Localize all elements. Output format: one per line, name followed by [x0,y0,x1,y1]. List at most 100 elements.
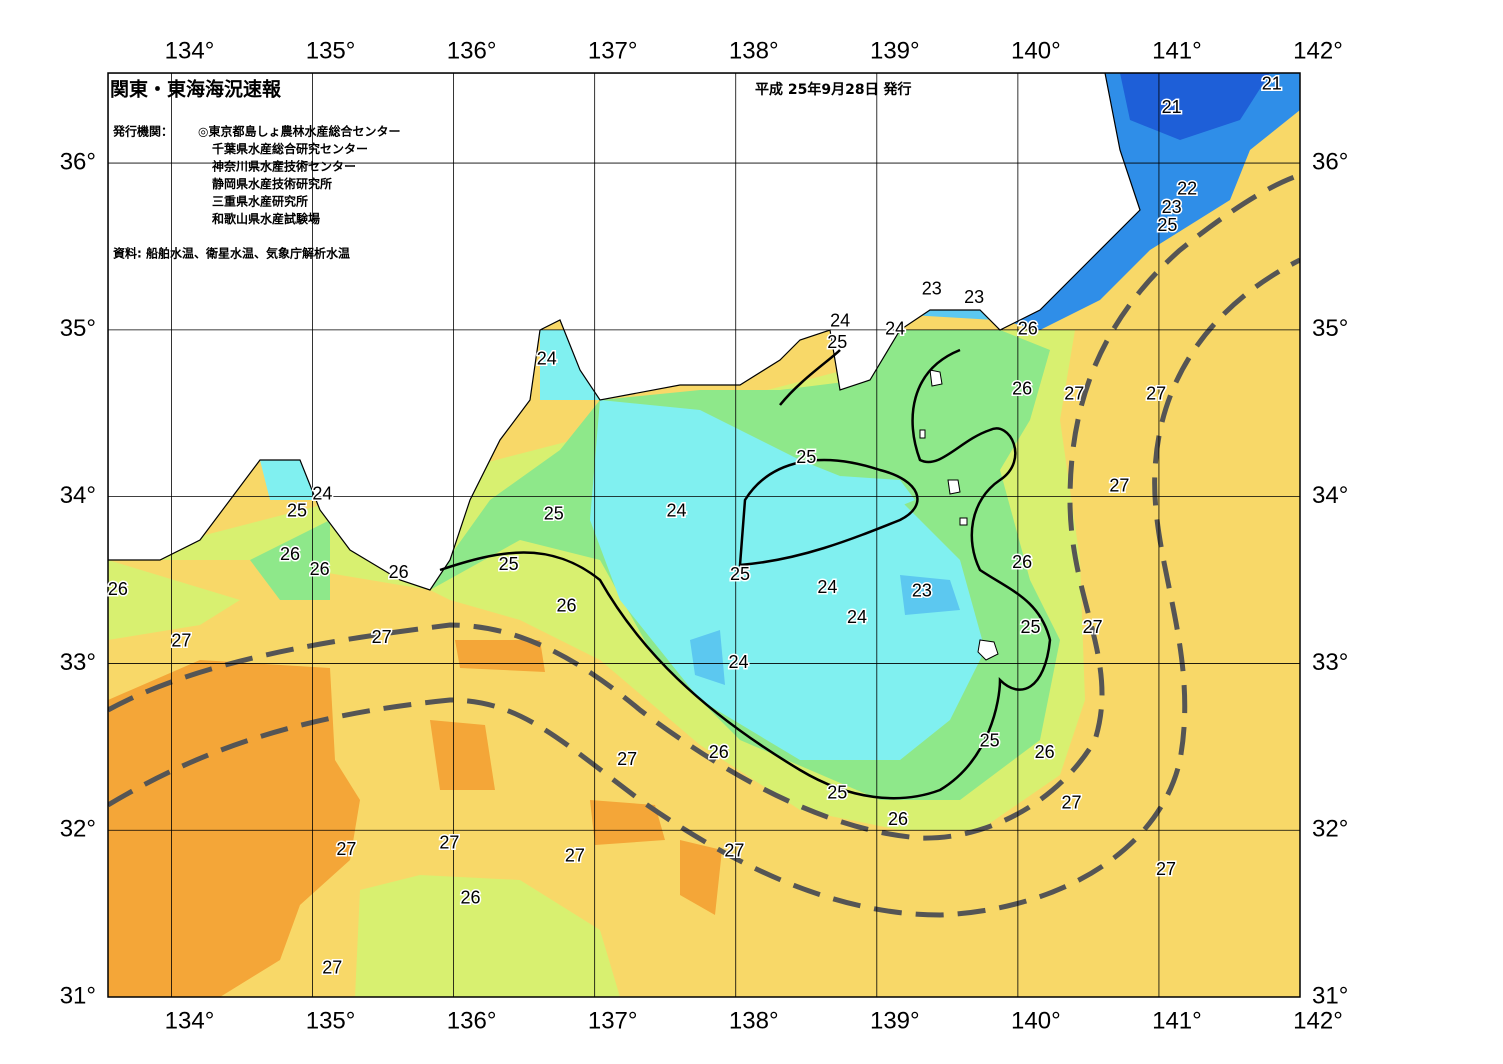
lon-label-top: 134° [165,37,215,64]
lat-label-left: 31° [60,982,96,1009]
lon-label-bottom: 140° [1011,1007,1061,1034]
lon-label-bottom: 136° [447,1007,497,1034]
contour-label: 23 [1162,197,1182,217]
issuer-list: ◎東京都島しょ農林水産総合センター千葉県水産総合研究センター神奈川県水産技術セン… [198,124,400,227]
land [108,73,1141,591]
contour-label: 27 [565,846,585,866]
contour-label: 27 [322,957,342,977]
contour-label: 24 [729,652,749,672]
contour-label: 27 [372,627,392,647]
lat-label-right: 34° [1312,482,1348,509]
lon-label-bottom: 134° [165,1007,215,1034]
kuroshio-axis [108,172,1300,918]
contour-label: 26 [1012,379,1032,399]
contour-label: 25 [980,731,1000,751]
data-sources: 資料: 船舶水温、衛星水温、気象庁解析水温 [113,246,350,261]
contour-label: 27 [1109,475,1129,495]
contour-label: 21 [1262,73,1282,93]
contour-label: 27 [617,749,637,769]
lon-label-top: 138° [729,37,779,64]
contour-label: 22 [1177,179,1197,199]
contour-label: 26 [389,562,409,582]
contour-label: 24 [830,310,850,330]
contour-label: 25 [827,782,847,802]
contour-label: 27 [336,839,356,859]
issuer: 神奈川県水産技術センター [212,159,356,174]
isotherm-25 [439,348,1052,800]
contour-label: 26 [461,887,481,907]
lon-label-bottom: 139° [870,1007,920,1034]
water-24 [260,330,985,760]
contour-label: 26 [1018,319,1038,339]
contour-label: 24 [666,500,686,520]
lat-label-left: 36° [60,148,96,175]
contour-label: 25 [827,332,847,352]
lat-label-left: 32° [60,816,96,843]
contour-label: 25 [499,554,519,574]
lat-label-right: 33° [1312,649,1348,676]
contour-label: 24 [885,319,905,339]
lon-label-top: 142° [1293,37,1343,64]
lon-label-top: 137° [588,37,638,64]
contour-label: 27 [1156,859,1176,879]
contour-label: 26 [280,544,300,564]
contour-label: 23 [964,287,984,307]
contour-label: 21 [1162,97,1182,117]
lon-label-top: 141° [1152,37,1202,64]
lat-label-left: 34° [60,482,96,509]
contour-label: 25 [796,447,816,467]
map-frame [107,72,1301,998]
lon-label-bottom: 142° [1293,1007,1343,1034]
contour-label: 26 [888,809,908,829]
lon-label-top: 136° [447,37,497,64]
contour-label: 24 [847,607,867,627]
title: 関東・東海海況速報 [110,78,282,101]
contour-label: 26 [1012,552,1032,572]
contour-label: 24 [537,349,557,369]
contour-label: 25 [1157,215,1177,235]
lon-label-top: 140° [1011,37,1061,64]
lon-label-top: 135° [306,37,356,64]
contour-label: 24 [817,577,837,597]
water-cold-core [1120,73,1270,140]
lon-label-bottom: 137° [588,1007,638,1034]
lat-label-right: 31° [1312,982,1348,1009]
contour-label: 25 [1021,617,1041,637]
water-28 [108,640,722,997]
contour-label: 24 [312,484,332,504]
lat-label-right: 36° [1312,148,1348,175]
contour-label: 23 [912,580,932,600]
issuer: 静岡県水産技術研究所 [212,176,332,191]
contour-label: 27 [1083,617,1103,637]
contour-label: 27 [1061,792,1081,812]
contour-label: 27 [439,832,459,852]
issue-date: 平成 25年9月28日 発行 [755,81,911,98]
lat-label-right: 35° [1312,315,1348,342]
contour-label: 27 [724,841,744,861]
contour-label: 25 [544,504,564,524]
lon-label-bottom: 141° [1152,1007,1202,1034]
contour-label: 25 [287,500,307,520]
contour-label: 23 [922,279,942,299]
contour-label: 26 [108,579,128,599]
contour-label: 27 [171,630,191,650]
issuer: 和歌山県水産試験場 [211,211,320,226]
contour-label: 27 [1146,384,1166,404]
water-23 [690,282,995,685]
lat-label-left: 35° [60,315,96,342]
contour-label: 26 [310,559,330,579]
contour-label: 25 [730,564,750,584]
sea-temperature-field [108,73,1300,997]
contour-label: 26 [709,742,729,762]
issuer-label: 発行機関： [112,124,173,139]
lon-label-top: 139° [870,37,920,64]
islands [919,369,999,661]
issuer: 千葉県水産総合研究センター [212,141,368,156]
contour-label: 26 [1035,742,1055,762]
issuer: 三重県水産研究所 [212,194,308,209]
lon-label-bottom: 138° [729,1007,779,1034]
lat-label-left: 33° [60,649,96,676]
contour-label: 27 [1064,384,1084,404]
contour-label: 26 [556,595,576,615]
